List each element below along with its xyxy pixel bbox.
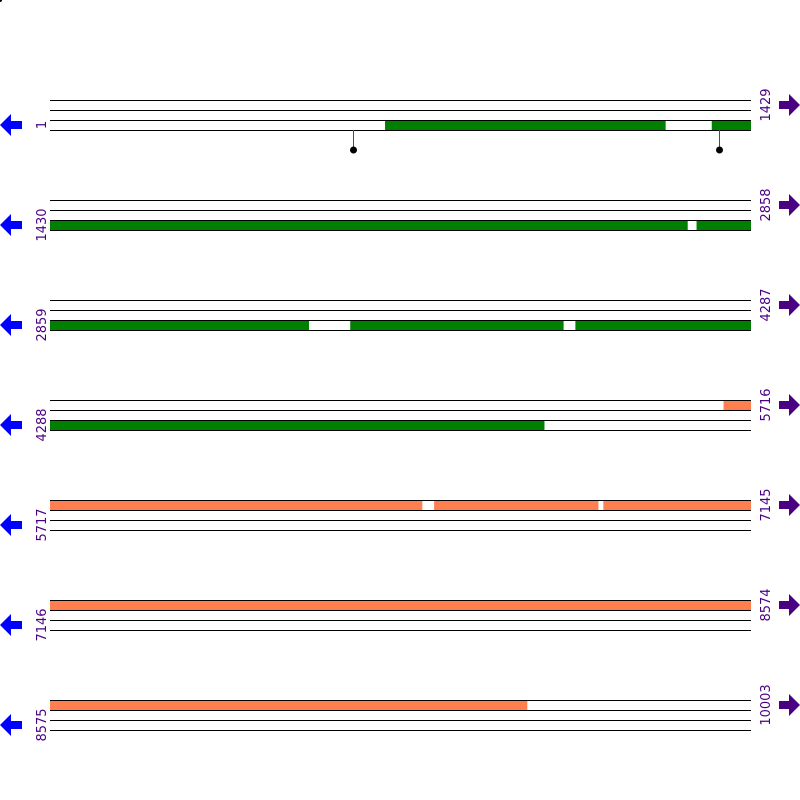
row-start-label: 4288 bbox=[35, 408, 50, 441]
orf-segment[interactable] bbox=[50, 220, 688, 230]
left-arrow-icon[interactable] bbox=[0, 114, 22, 136]
left-arrow-icon[interactable] bbox=[0, 214, 22, 236]
orf-segment[interactable] bbox=[575, 320, 751, 330]
orf-segment[interactable] bbox=[434, 500, 599, 510]
sequence-row: 1 1429 bbox=[0, 88, 800, 154]
right-arrow-icon[interactable] bbox=[779, 94, 800, 116]
orf-segment[interactable] bbox=[50, 320, 310, 330]
orf-segment[interactable] bbox=[350, 320, 564, 330]
right-arrow-icon[interactable] bbox=[779, 394, 800, 416]
row-end-label: 2858 bbox=[759, 188, 774, 221]
orf-segment[interactable] bbox=[711, 120, 751, 130]
right-arrow-icon[interactable] bbox=[779, 194, 800, 216]
orf-segment[interactable] bbox=[50, 500, 423, 510]
row-start-label: 7146 bbox=[35, 608, 50, 641]
orf-segment[interactable] bbox=[50, 700, 528, 710]
orf-segment[interactable] bbox=[385, 120, 666, 130]
orf-segment[interactable] bbox=[696, 220, 751, 230]
corner-dot bbox=[0, 0, 2, 2]
right-arrow-icon[interactable] bbox=[779, 594, 800, 616]
sequence-row: 2859 4287 bbox=[0, 288, 800, 342]
row-end-label: 5716 bbox=[759, 388, 774, 421]
orf-segment[interactable] bbox=[50, 600, 751, 610]
orf-segment[interactable] bbox=[723, 400, 751, 410]
left-arrow-icon[interactable] bbox=[0, 614, 22, 636]
row-start-label: 1 bbox=[35, 121, 50, 129]
right-arrow-icon[interactable] bbox=[779, 694, 800, 716]
row-end-label: 10003 bbox=[759, 684, 774, 725]
row-end-label: 8574 bbox=[759, 588, 774, 621]
row-start-label: 5717 bbox=[35, 508, 50, 541]
marker-dot[interactable] bbox=[350, 146, 357, 154]
row-start-label: 8575 bbox=[35, 708, 50, 741]
left-arrow-icon[interactable] bbox=[0, 414, 22, 436]
left-arrow-icon[interactable] bbox=[0, 314, 22, 336]
sequence-row: 7146 8574 bbox=[0, 588, 800, 642]
sequence-row: 4288 5716 bbox=[0, 388, 800, 442]
orf-segment[interactable] bbox=[603, 500, 751, 510]
sequence-row: 5717 7145 bbox=[0, 488, 800, 542]
sequence-row: 8575 10003 bbox=[0, 684, 800, 742]
right-arrow-icon[interactable] bbox=[779, 494, 800, 516]
right-arrow-icon[interactable] bbox=[779, 294, 800, 316]
row-end-label: 7145 bbox=[759, 488, 774, 521]
orf-segment[interactable] bbox=[50, 420, 545, 430]
row-start-label: 2859 bbox=[35, 308, 50, 341]
left-arrow-icon[interactable] bbox=[0, 714, 22, 736]
left-arrow-icon[interactable] bbox=[0, 514, 22, 536]
row-end-label: 1429 bbox=[759, 88, 774, 121]
row-start-label: 1430 bbox=[35, 208, 50, 241]
marker-dot[interactable] bbox=[716, 146, 723, 154]
sequence-row: 1430 2858 bbox=[0, 188, 800, 242]
row-end-label: 4287 bbox=[759, 288, 774, 321]
